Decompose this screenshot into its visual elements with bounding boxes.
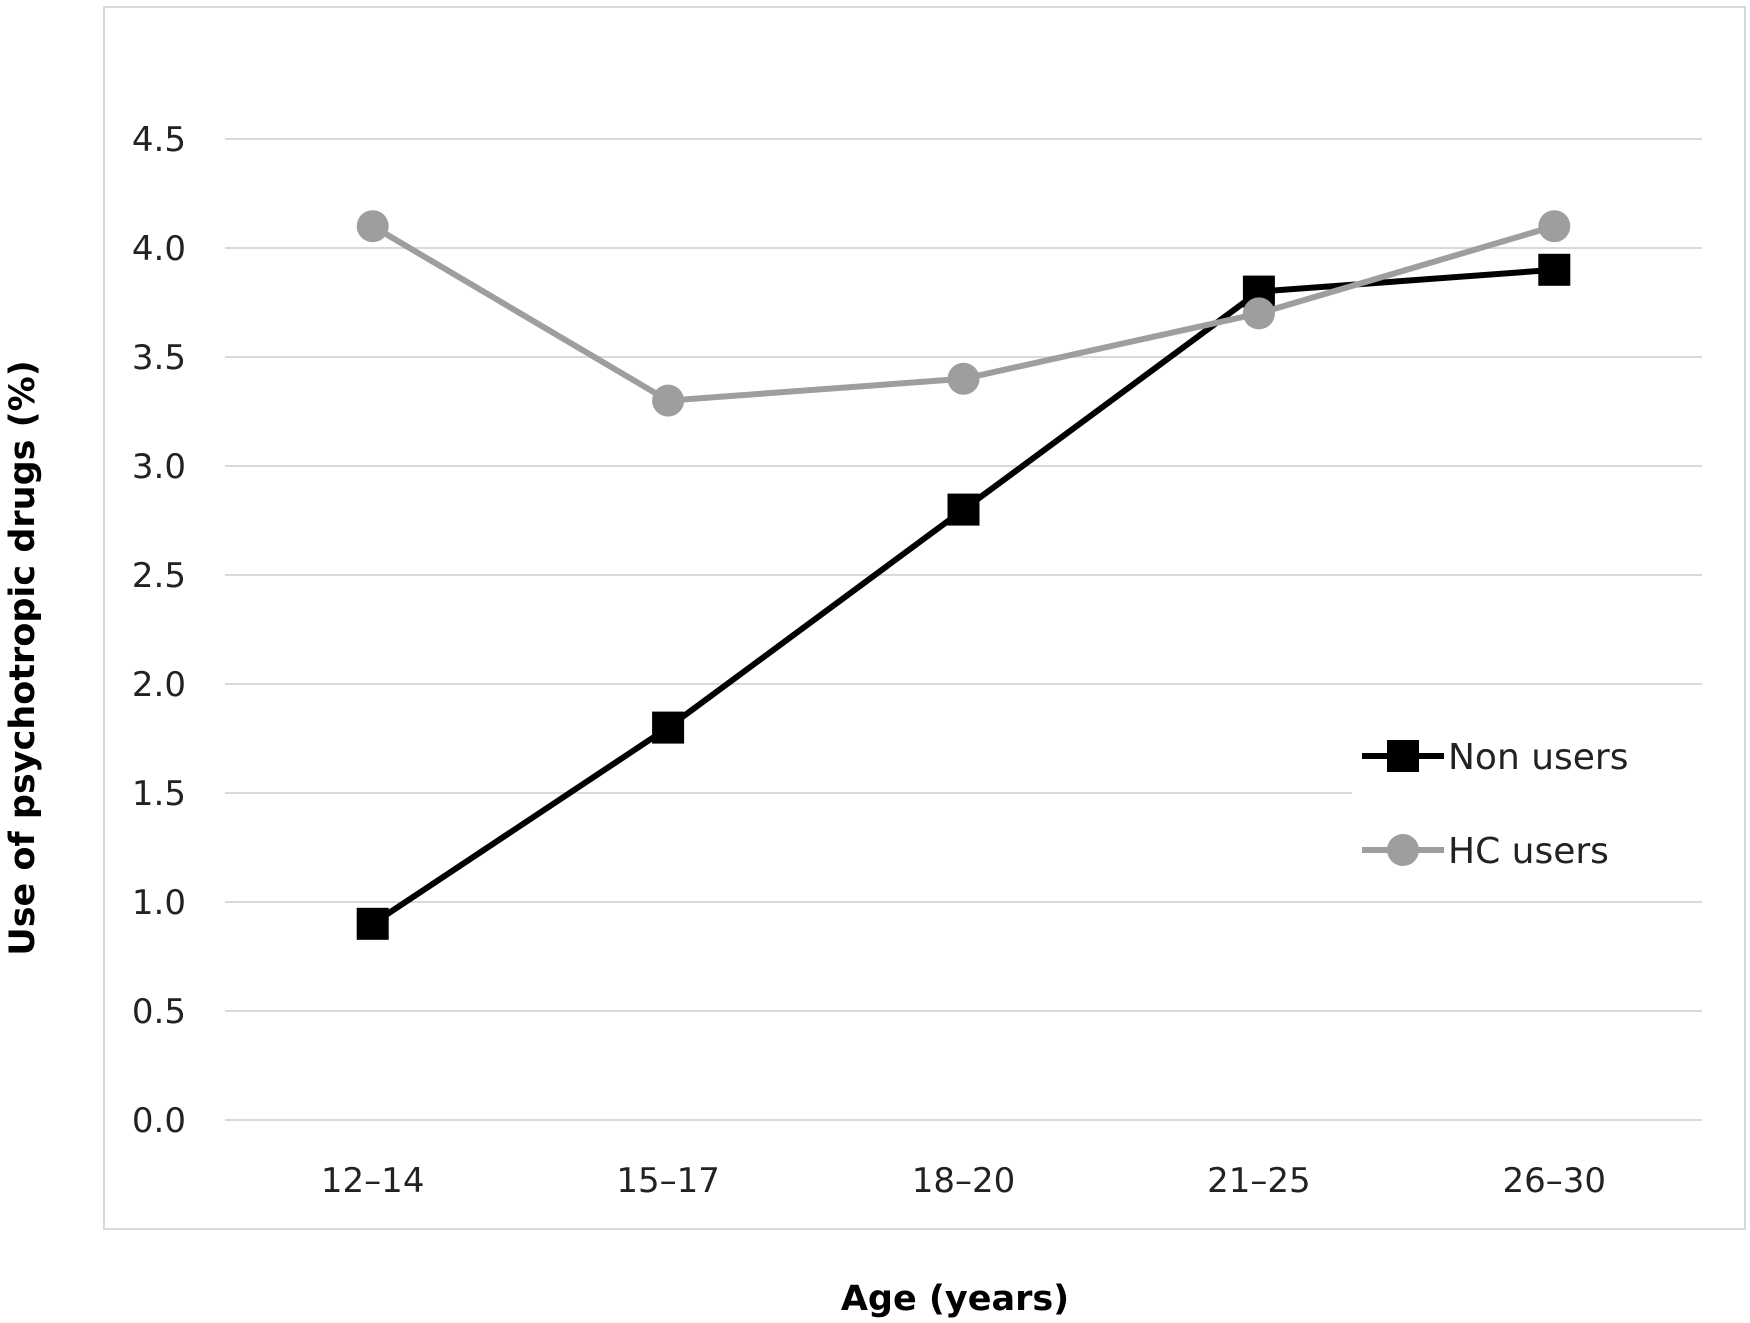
y-tick-label: 2.5 <box>132 556 186 596</box>
legend-label: Non users <box>1448 737 1629 778</box>
x-tick-label: 18–20 <box>912 1161 1016 1201</box>
x-tick-labels: 12–14 15–17 18–20 21–25 26–30 <box>321 1161 1606 1201</box>
data-point <box>947 362 980 395</box>
data-point <box>652 384 685 417</box>
data-point <box>356 907 389 940</box>
y-tick-label: 0.5 <box>132 992 186 1032</box>
series-layer <box>356 210 1571 940</box>
data-point <box>1538 210 1571 243</box>
y-axis-label: Use of psychotropic drugs (%) <box>3 360 43 956</box>
x-tick-label: 21–25 <box>1207 1161 1311 1201</box>
legend-label: HC users <box>1448 831 1609 872</box>
y-tick-label: 1.5 <box>132 774 186 814</box>
y-tick-label: 3.0 <box>132 447 186 487</box>
y-tick-label: 4.5 <box>132 120 186 160</box>
y-tick-label: 1.0 <box>132 883 186 923</box>
y-tick-label: 3.5 <box>132 338 186 378</box>
data-point <box>947 493 980 526</box>
y-tick-labels: 0.0 0.5 1.0 1.5 2.0 2.5 3.0 3.5 4.0 4.5 <box>132 120 186 1141</box>
data-point <box>356 210 389 243</box>
data-point <box>652 711 685 744</box>
data-point <box>1242 297 1275 330</box>
x-axis-label: Age (years) <box>840 1279 1070 1319</box>
y-tick-label: 2.0 <box>132 665 186 705</box>
chart-frame <box>103 6 1746 1230</box>
x-tick-label: 12–14 <box>321 1161 425 1201</box>
y-tick-label: 0.0 <box>132 1101 186 1141</box>
x-tick-label: 15–17 <box>616 1161 720 1201</box>
gridlines <box>225 138 1702 1121</box>
legend: Non users HC users <box>1352 715 1702 900</box>
data-point <box>1538 253 1571 286</box>
x-tick-label: 26–30 <box>1503 1161 1607 1201</box>
legend-marker <box>1387 834 1419 866</box>
y-tick-label: 4.0 <box>132 229 186 269</box>
legend-marker <box>1387 740 1419 772</box>
